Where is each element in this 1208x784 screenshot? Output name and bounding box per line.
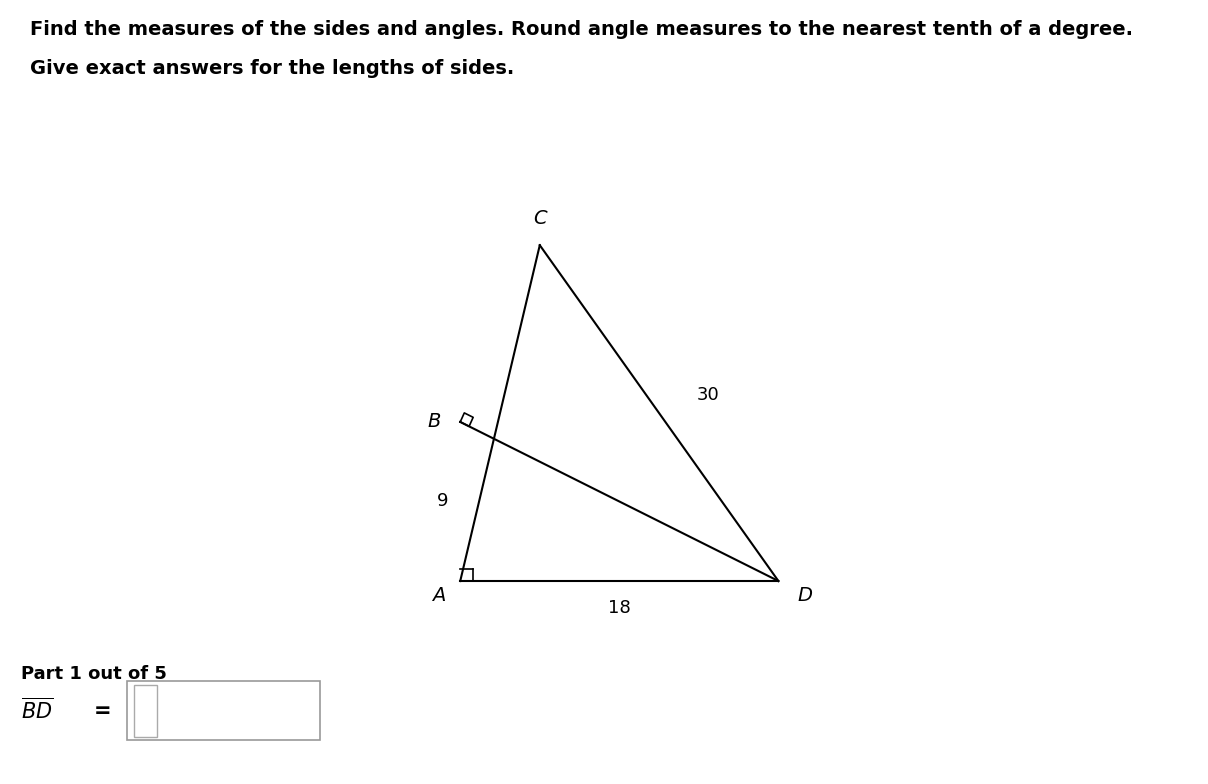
Text: Find the measures of the sides and angles. Round angle measures to the nearest t: Find the measures of the sides and angle…: [30, 20, 1133, 38]
FancyBboxPatch shape: [127, 681, 320, 740]
Text: 9: 9: [437, 492, 448, 510]
Text: A: A: [432, 586, 446, 604]
Text: Give exact answers for the lengths of sides.: Give exact answers for the lengths of si…: [30, 59, 515, 78]
Text: =: =: [94, 701, 111, 720]
Text: D: D: [797, 586, 813, 604]
Text: C: C: [533, 209, 546, 228]
Text: $\overline{BD}$: $\overline{BD}$: [22, 698, 53, 724]
Text: 18: 18: [608, 598, 631, 616]
Text: B: B: [428, 412, 441, 431]
Text: 30: 30: [696, 387, 719, 405]
FancyBboxPatch shape: [134, 684, 157, 737]
Text: Part 1 out of 5: Part 1 out of 5: [22, 666, 167, 684]
